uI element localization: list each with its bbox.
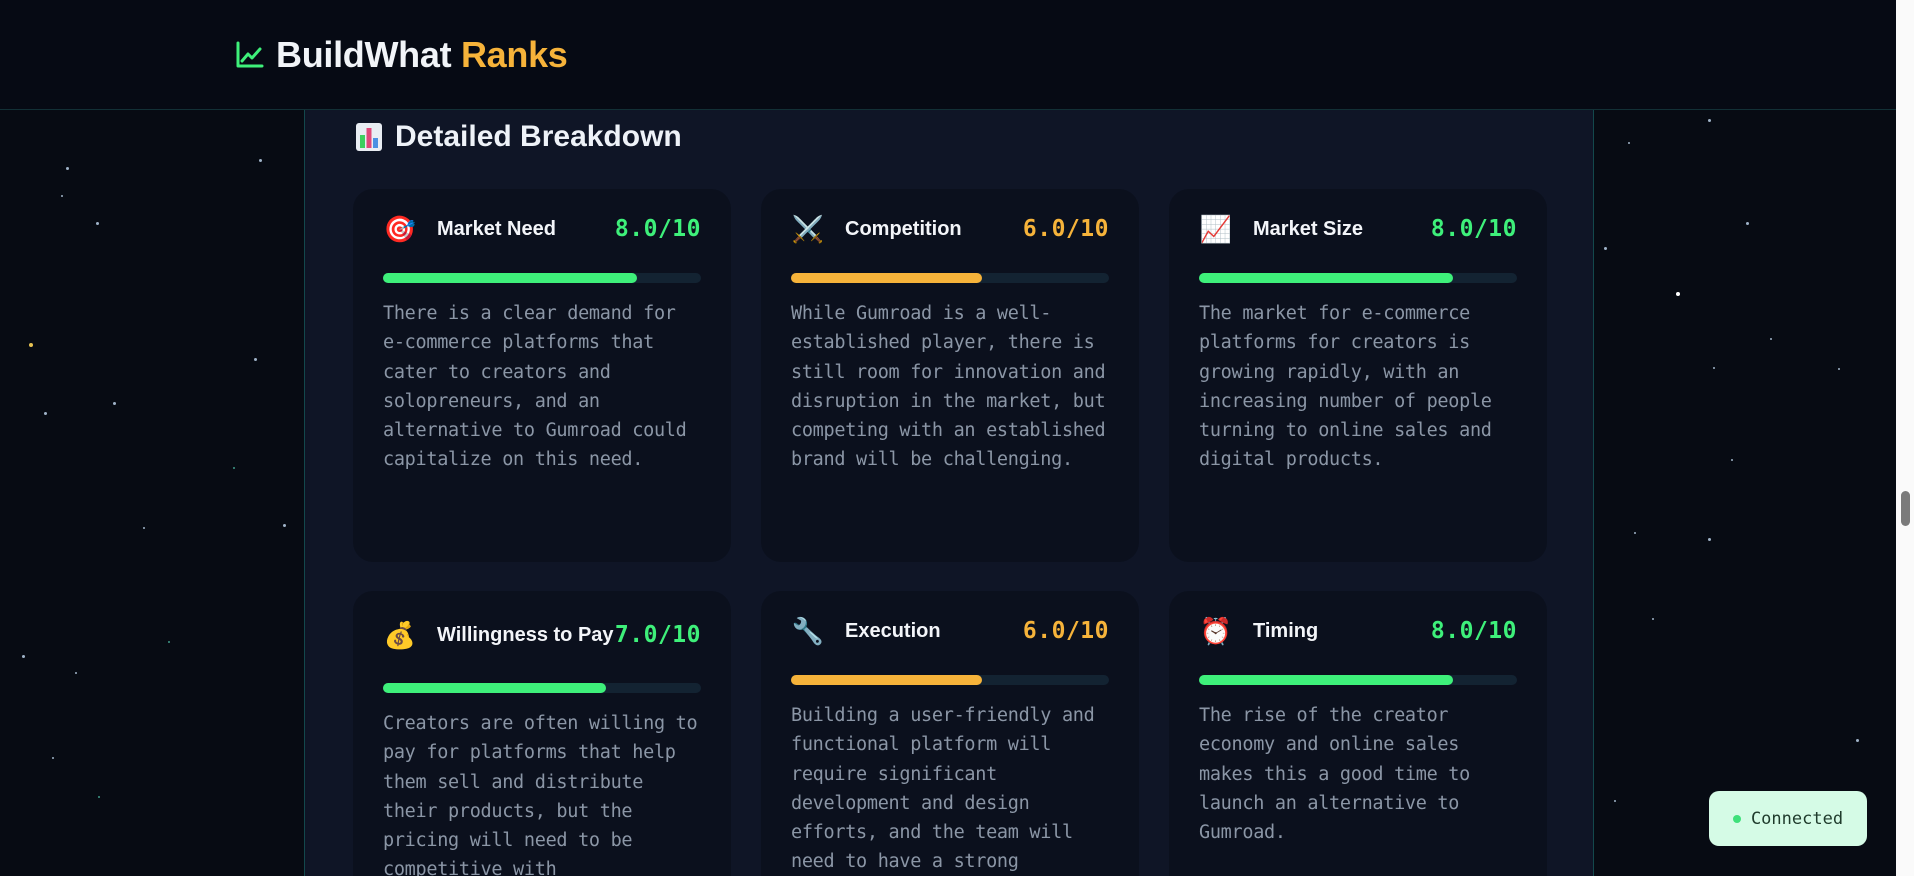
score-bar-track xyxy=(383,273,701,283)
section-title: Detailed Breakdown xyxy=(395,120,682,153)
score-card-willingness-to-pay: 💰 Willingness to Pay 7.0/10 Creators are… xyxy=(353,591,731,876)
score-bar-track xyxy=(1199,273,1517,283)
card-title: Competition xyxy=(845,218,962,240)
crossed-swords-icon: ⚔️ xyxy=(791,214,825,244)
brand-name: BuildWhat Ranks xyxy=(276,34,568,76)
trending-up-icon xyxy=(236,41,264,68)
score-bar-fill xyxy=(791,273,982,283)
section-heading: Detailed Breakdown xyxy=(355,120,682,154)
score-bar-fill xyxy=(1199,675,1454,685)
card-title: Execution xyxy=(845,620,941,642)
card-score: 7.0/10 xyxy=(614,622,701,648)
score-bar-track xyxy=(383,683,701,693)
score-card-market-need: 🎯 Market Need 8.0/10 There is a clear de… xyxy=(353,189,731,562)
card-description: Creators are often willing to pay for pl… xyxy=(383,713,698,876)
breakdown-panel: Detailed Breakdown 🎯 Market Need 8.0/10 … xyxy=(304,110,1594,876)
card-header: ⚔️ Competition 6.0/10 xyxy=(791,189,1109,269)
target-icon: 🎯 xyxy=(383,214,417,244)
wrench-icon: 🔧 xyxy=(791,616,825,646)
card-header: 📈 Market Size 8.0/10 xyxy=(1199,189,1517,269)
card-score: 8.0/10 xyxy=(1430,216,1517,242)
status-dot-icon xyxy=(1732,814,1741,823)
page-scrollbar[interactable] xyxy=(1896,0,1914,876)
score-bar-fill xyxy=(383,683,606,693)
alarm-clock-icon: ⏰ xyxy=(1199,616,1233,646)
connection-status-label: Connected xyxy=(1750,808,1844,829)
score-card-market-size: 📈 Market Size 8.0/10 The market for e-co… xyxy=(1169,189,1547,562)
card-description: There is a clear demand for e-commerce p… xyxy=(383,303,687,471)
card-description: While Gumroad is a well-established play… xyxy=(791,303,1106,471)
score-card-timing: ⏰ Timing 8.0/10 The rise of the creator … xyxy=(1169,591,1547,876)
score-card-competition: ⚔️ Competition 6.0/10 While Gumroad is a… xyxy=(761,189,1139,562)
score-bar-fill xyxy=(791,675,982,685)
score-bar-fill xyxy=(383,273,638,283)
score-bar-track xyxy=(791,273,1109,283)
scrollbar-thumb[interactable] xyxy=(1901,491,1910,526)
money-bag-icon: 💰 xyxy=(383,620,417,650)
card-title: Market Need xyxy=(437,218,556,240)
top-navbar: BuildWhat Ranks xyxy=(0,0,1896,110)
card-score: 8.0/10 xyxy=(1430,618,1517,644)
bar-chart-icon xyxy=(356,123,382,151)
card-score: 8.0/10 xyxy=(614,216,701,242)
score-bar-track xyxy=(791,675,1109,685)
card-title: Timing xyxy=(1253,620,1319,642)
card-header: 🔧 Execution 6.0/10 xyxy=(791,591,1109,671)
card-header: 💰 Willingness to Pay 7.0/10 xyxy=(383,591,701,679)
card-description: The market for e-commerce platforms for … xyxy=(1199,303,1492,471)
chart-increasing-icon: 📈 xyxy=(1199,214,1233,244)
score-bar-track xyxy=(1199,675,1517,685)
connection-status-badge: Connected xyxy=(1709,791,1867,846)
card-title: Willingness to Pay xyxy=(437,624,614,646)
brand-logo[interactable]: BuildWhat Ranks xyxy=(234,34,568,76)
brand-name-main: BuildWhat xyxy=(276,34,452,75)
score-bar-fill xyxy=(1199,273,1454,283)
card-header: 🎯 Market Need 8.0/10 xyxy=(383,189,701,269)
score-card-execution: 🔧 Execution 6.0/10 Building a user-frien… xyxy=(761,591,1139,876)
card-score: 6.0/10 xyxy=(1022,618,1109,644)
card-title: Market Size xyxy=(1253,218,1364,240)
brand-name-accent: Ranks xyxy=(460,34,568,75)
card-score: 6.0/10 xyxy=(1022,216,1109,242)
card-description: Building a user-friendly and functional … xyxy=(791,705,1095,873)
card-header: ⏰ Timing 8.0/10 xyxy=(1199,591,1517,671)
card-description: The rise of the creator economy and onli… xyxy=(1199,705,1470,844)
